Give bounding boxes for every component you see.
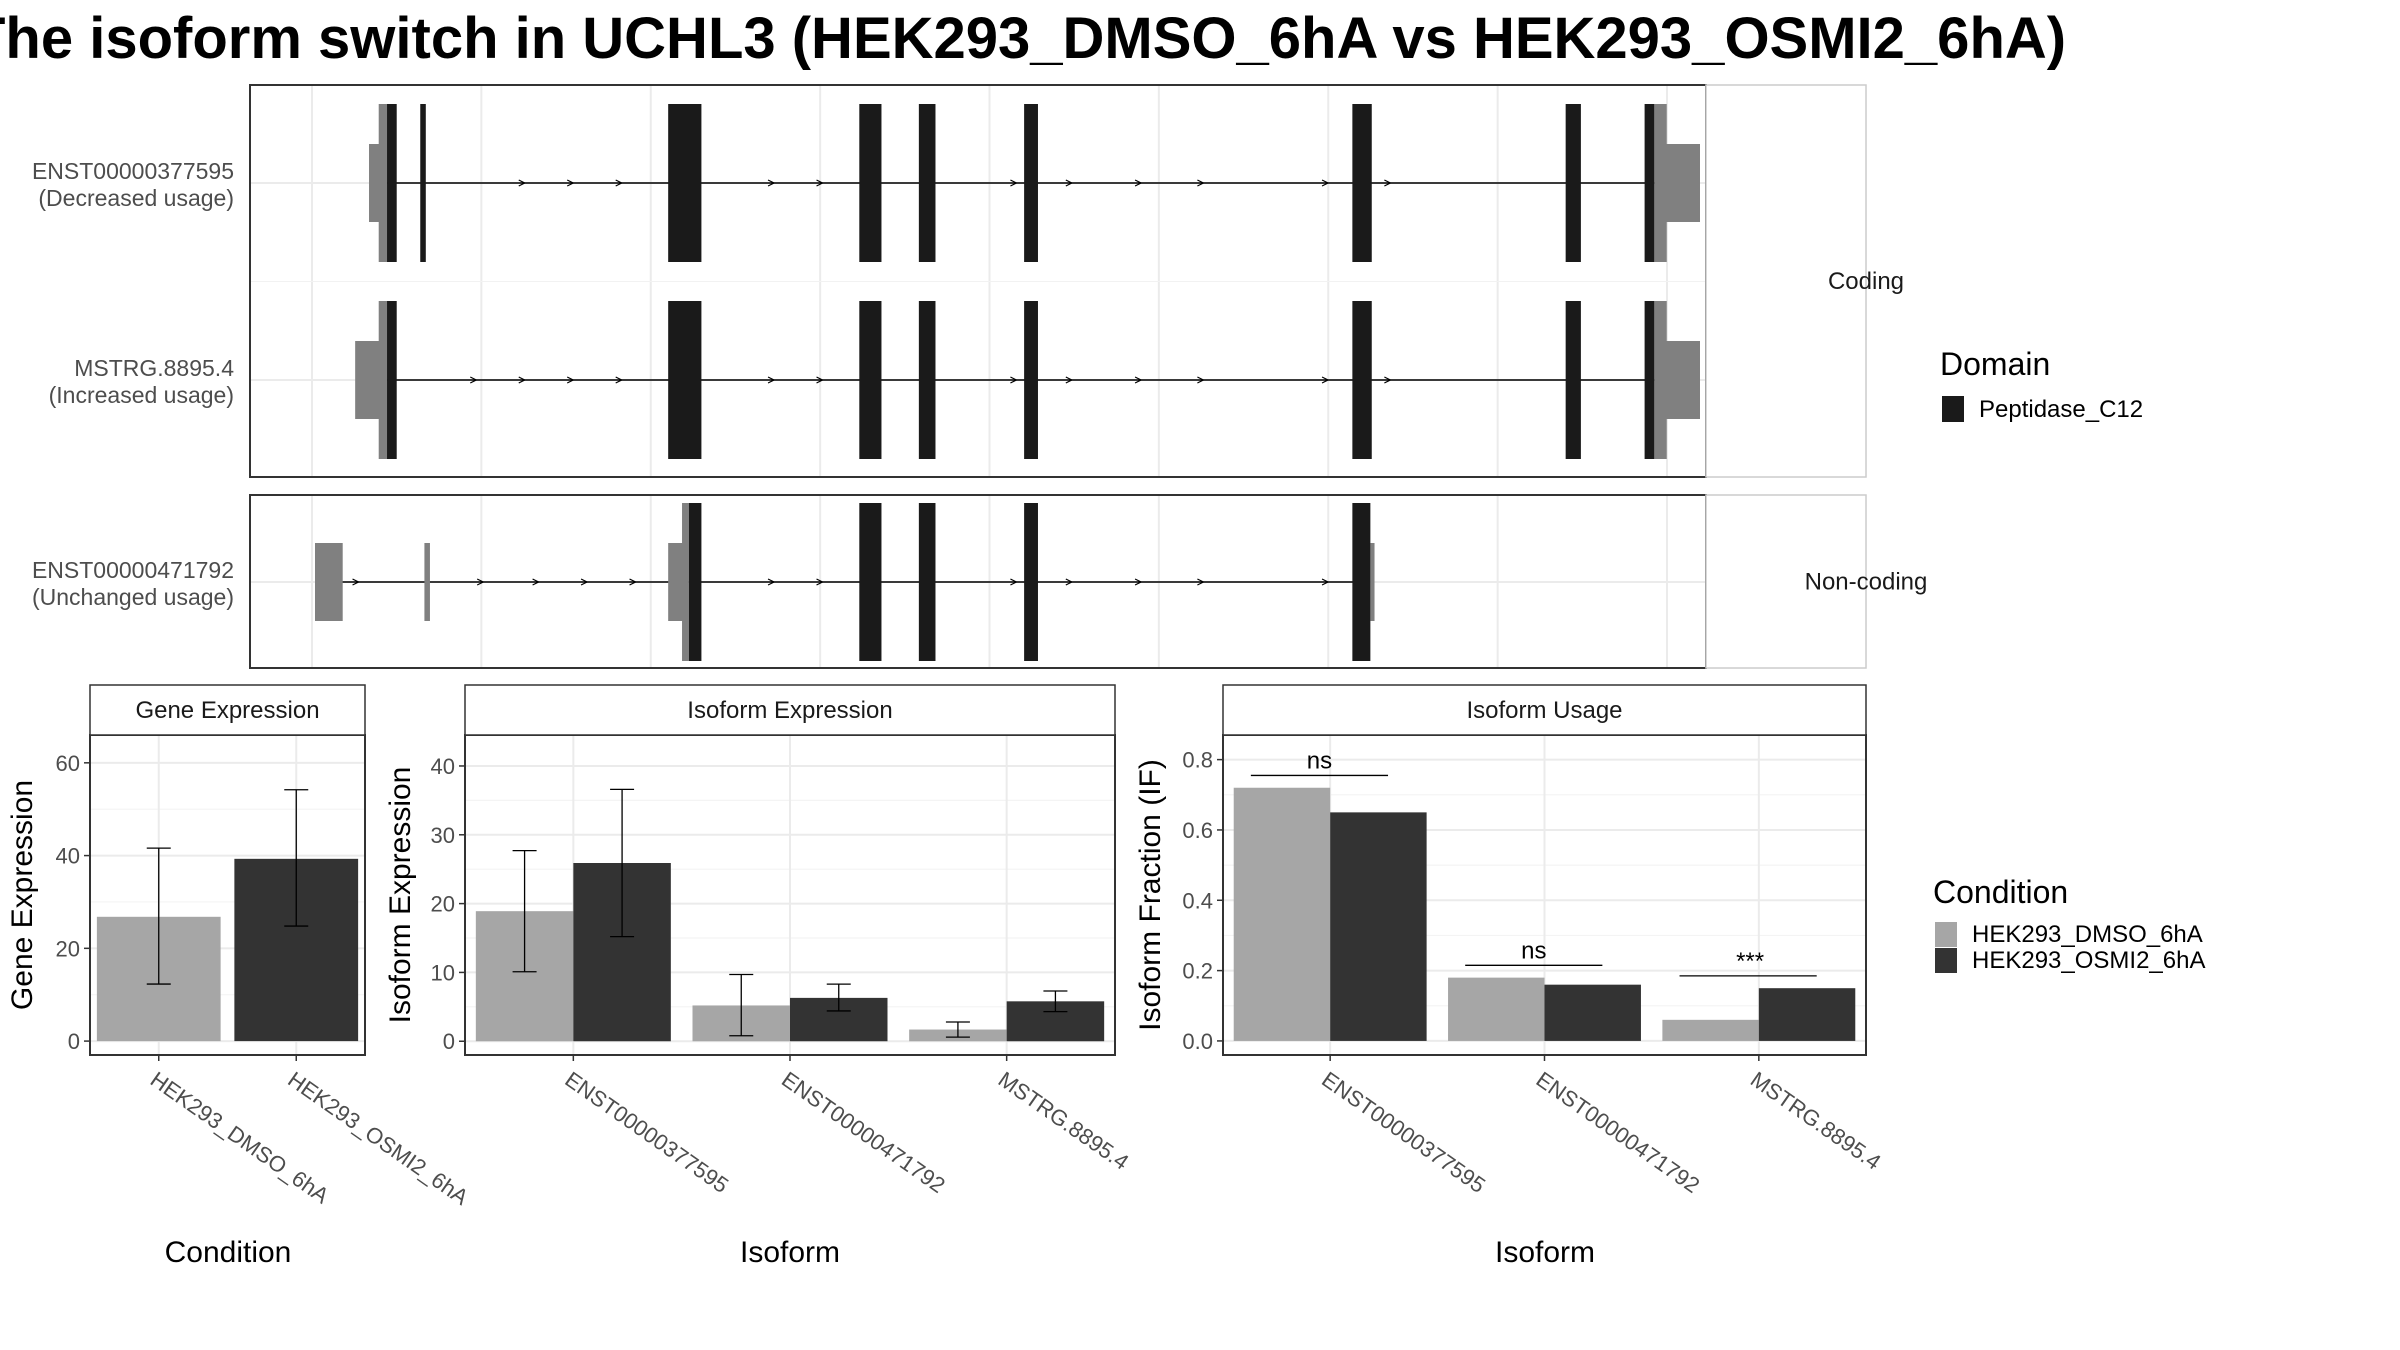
cds-exon-domain (1645, 301, 1655, 459)
cds-exon-domain (1024, 104, 1038, 262)
y-tick-label: 10 (431, 960, 455, 985)
cds-exon-domain (859, 503, 881, 661)
x-tick-label: MSTRG.8895.4 (994, 1067, 1134, 1175)
condition-legend-label: HEK293_OSMI2_6hA (1972, 947, 2205, 974)
bar-HEK293_OSMI2_6hA (1759, 988, 1855, 1041)
y-tick-label: 0.0 (1182, 1029, 1213, 1054)
expression-bar-panels: 0204060Gene ExpressionHEK293_DMSO_6hAHEK… (6, 685, 1886, 1269)
structure-group-1: ENST00000471792(Unchanged usage) Non-codi… (32, 495, 1927, 668)
y-tick-label: 20 (56, 936, 80, 961)
y-tick-label: 40 (56, 844, 80, 869)
x-axis-title: Isoform (740, 1236, 840, 1269)
cds-exon-domain (1352, 503, 1370, 661)
bar-panel-1: 0 10 20 30 40 Isoform Expression ENST000003775… (384, 685, 1133, 1269)
condition-legend-label: HEK293_DMSO_6hA (1972, 921, 2203, 948)
cds-exon-domain (1024, 503, 1038, 661)
transcript-name: ENST00000471792 (32, 557, 234, 583)
utr-block (379, 301, 387, 459)
cds-exon-domain (919, 301, 936, 459)
utr-block (379, 104, 387, 262)
y-tick-label: 0.8 (1182, 748, 1213, 773)
cds-exon-domain (668, 104, 701, 262)
cds-exon-domain (387, 104, 397, 262)
domain-legend-title: Domain (1940, 346, 2050, 382)
utr-block (1664, 341, 1700, 419)
facet-strip-label: Coding (1828, 268, 1904, 295)
legends: Domain Peptidase_C12 Condition HEK293_DMSO_… (1933, 346, 2205, 974)
bar-HEK293_DMSO_6hA (1448, 978, 1544, 1041)
utr-block (315, 543, 343, 621)
x-axis-title: Isoform (1495, 1236, 1595, 1269)
utr-block (424, 543, 430, 621)
bar-panel-2: 0.0 0.2 0.4 0.6 0.8 ns ns *** Isoform Usage ENST0… (1134, 685, 1886, 1269)
condition-legend-key (1935, 948, 1957, 973)
bar-panel-title: Isoform Usage (1466, 697, 1622, 724)
cds-exon-domain (859, 104, 881, 262)
significance-label: ns (1521, 937, 1546, 964)
cds-exon-domain (1645, 104, 1655, 262)
cds-exon-domain (1024, 301, 1038, 459)
y-tick-label: 0.2 (1182, 959, 1213, 984)
y-axis-title: Isoform Fraction (IF) (1134, 759, 1167, 1031)
x-tick-label: ENST00000471792 (1532, 1067, 1705, 1198)
isoform-switch-figure: The isoform switch in UCHL3 (HEK293_DMSO… (0, 0, 2400, 1350)
y-tick-label: 40 (431, 754, 455, 779)
cds-exon-domain (420, 104, 426, 262)
significance-label: ns (1307, 747, 1332, 774)
transcript-usage: (Decreased usage) (38, 185, 234, 211)
cds-exon-domain (1566, 301, 1581, 459)
transcript-usage: (Unchanged usage) (32, 584, 234, 610)
bar-HEK293_OSMI2_6hA (1330, 812, 1426, 1041)
x-tick-label: ENST00000471792 (777, 1067, 950, 1198)
cds-exon-domain (387, 301, 397, 459)
y-tick-label: 60 (56, 751, 80, 776)
x-tick-label: MSTRG.8895.4 (1746, 1067, 1886, 1175)
transcript-structure-panel: ENST00000377595(Decreased usage) MSTRG.88… (32, 85, 1927, 668)
bar-HEK293_DMSO_6hA (1234, 788, 1330, 1041)
bar-HEK293_OSMI2_6hA (1545, 985, 1641, 1041)
cds-exon-domain (919, 503, 936, 661)
condition-legend-title: Condition (1933, 874, 2068, 910)
y-tick-label: 0 (443, 1029, 455, 1054)
x-axis-title: Condition (165, 1236, 292, 1269)
cds-exon-domain (689, 503, 701, 661)
y-tick-label: 20 (431, 892, 455, 917)
y-tick-label: 30 (431, 823, 455, 848)
transcript-usage: (Increased usage) (49, 382, 234, 408)
utr-block (1664, 144, 1700, 222)
y-tick-label: 0 (68, 1029, 80, 1054)
y-axis-title: Isoform Expression (384, 767, 417, 1024)
utr-block (1370, 543, 1374, 621)
bar-panel-title: Isoform Expression (687, 697, 892, 724)
y-tick-label: 0.4 (1182, 888, 1213, 913)
structure-group-0: ENST00000377595(Decreased usage) MSTRG.88… (32, 85, 1904, 477)
transcript-name: MSTRG.8895.4 (74, 355, 234, 381)
x-tick-label: ENST00000377595 (560, 1067, 733, 1198)
bar-panel-title: Gene Expression (135, 697, 319, 724)
bar-HEK293_DMSO_6hA (1662, 1020, 1758, 1041)
cds-exon-domain (919, 104, 936, 262)
cds-exon-domain (859, 301, 881, 459)
facet-strip-label: Non-coding (1805, 569, 1928, 596)
transcript-name: ENST00000377595 (32, 158, 234, 184)
domain-legend-label: Peptidase_C12 (1979, 396, 2143, 423)
domain-legend-key (1942, 396, 1964, 422)
x-tick-label: ENST00000377595 (1317, 1067, 1490, 1198)
y-tick-label: 0.6 (1182, 818, 1213, 843)
cds-exon-domain (1566, 104, 1581, 262)
cds-exon-domain (1352, 301, 1371, 459)
y-axis-title: Gene Expression (6, 780, 39, 1010)
figure-title: The isoform switch in UCHL3 (HEK293_DMSO… (0, 6, 2066, 71)
cds-exon-domain (1352, 104, 1371, 262)
significance-label: *** (1736, 948, 1764, 975)
condition-legend-key (1935, 922, 1957, 947)
cds-exon-domain (668, 301, 701, 459)
utr-block (682, 503, 689, 661)
